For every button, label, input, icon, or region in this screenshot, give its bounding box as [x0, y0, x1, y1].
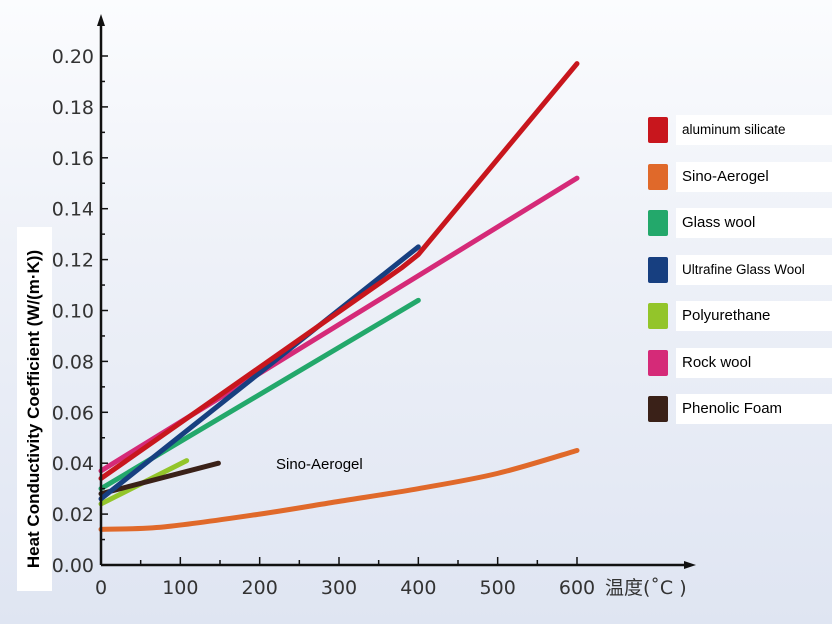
y-tick-label: 0.18 [52, 97, 94, 119]
legend-item-ultrafine-glass-wool: Ultrafine Glass Wool [644, 253, 832, 300]
series-line-ultrafine-glass-wool [98, 244, 421, 502]
legend-swatch [648, 210, 668, 236]
legend-label: Ultrafine Glass Wool [676, 254, 832, 285]
legend-label: Polyurethane [676, 301, 832, 331]
legend-label: Rock wool [676, 347, 832, 378]
x-tick-label: 400 [400, 577, 436, 599]
y-tick-label: 0.10 [52, 301, 94, 323]
annotation-sino-aerogel: Sino-Aerogel [276, 456, 363, 473]
legend-swatch [648, 303, 668, 329]
legend-swatch [648, 396, 668, 422]
legend-swatch [648, 256, 668, 283]
legend-item-aluminum-silicate: aluminum silicate [644, 113, 832, 160]
x-tick-label: 300 [321, 577, 357, 599]
series-line-phenolic-foam [98, 460, 221, 497]
legend-item-phenolic-foam: Phenolic Foam [644, 392, 832, 439]
y-tick-label: 0.14 [52, 199, 94, 221]
x-axis-label: 温度(˚C ) [605, 577, 687, 599]
series-line-sino-aerogel [98, 447, 580, 532]
legend-item-polyurethane: Polyurethane [644, 299, 832, 346]
legend: aluminum silicate Sino-Aerogel Glass wool U… [644, 113, 832, 439]
legend-swatch [648, 163, 668, 190]
y-tick-label: 0.12 [52, 250, 94, 272]
y-tick-label: 0.04 [52, 453, 94, 475]
y-axis-arrow-icon [97, 14, 105, 26]
y-axis-label: Heat Conductivity Coefficient (W/(m·K)) [24, 249, 43, 569]
legend-swatch [648, 117, 668, 143]
legend-swatch [648, 349, 668, 376]
y-tick-label: 0.02 [52, 504, 94, 526]
legend-label: Glass wool [676, 208, 832, 238]
x-tick-label: 200 [242, 577, 278, 599]
x-tick-label: 500 [480, 577, 516, 599]
series-layer [98, 61, 580, 532]
x-tick-label: 100 [162, 577, 198, 599]
legend-item-sino-aerogel: Sino-Aerogel [644, 160, 832, 207]
axes-layer [97, 14, 696, 569]
legend-item-rock-wool: Rock wool [644, 346, 832, 393]
x-tick-label: 600 [559, 577, 595, 599]
y-axis-label-box [17, 227, 52, 591]
x-axis-arrow-icon [684, 561, 696, 569]
y-tick-label: 0.20 [52, 46, 94, 68]
y-tick-label: 0.16 [52, 148, 94, 170]
legend-label: Phenolic Foam [676, 394, 832, 424]
series-line-aluminum-silicate [98, 61, 580, 481]
y-tick-label: 0.00 [52, 555, 94, 577]
x-tick-label: 0 [95, 577, 107, 599]
legend-label: aluminum silicate [676, 115, 832, 145]
ticks-layer: 0.00 0.02 0.04 0.06 0.08 0.10 0.12 0.14 0.16 0.18… [52, 46, 687, 599]
legend-item-glass-wool: Glass wool [644, 206, 832, 253]
legend-label: Sino-Aerogel [676, 161, 832, 192]
y-tick-label: 0.06 [52, 402, 94, 424]
y-tick-label: 0.08 [52, 351, 94, 373]
